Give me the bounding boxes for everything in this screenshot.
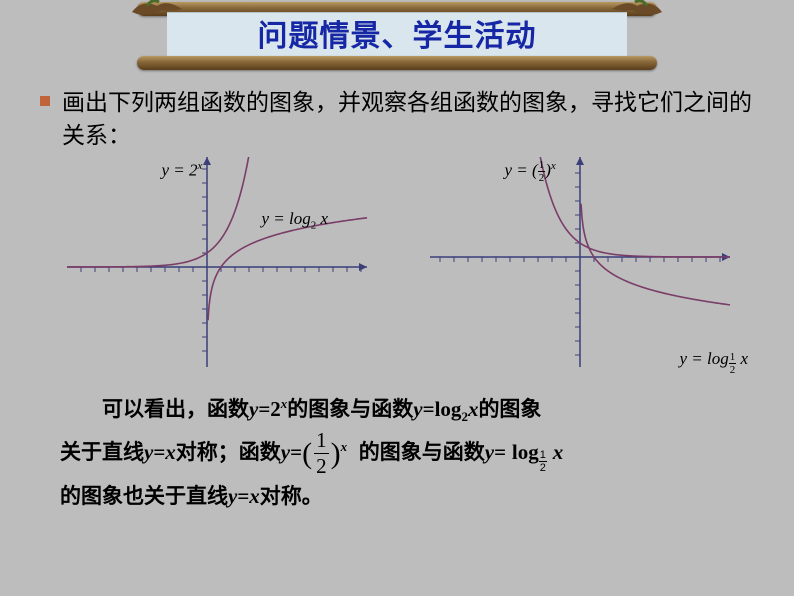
conclusion-text: 可以看出，函数y=2x的图象与函数y=log2x的图象 关于直线y=x对称；函数… (40, 392, 766, 515)
graph-left: y = 2x y = log2 x (67, 157, 377, 392)
c2b: 对称；函数 (176, 441, 281, 464)
banner-title: 问题情景、学生活动 (167, 12, 627, 60)
label-exp-2: y = 2x (162, 160, 203, 181)
intro-text: 画出下列两组函数的图象，并观察各组函数的图象，寻找它们之间的关系： (62, 86, 766, 153)
intro-row: 画出下列两组函数的图象，并观察各组函数的图象，寻找它们之间的关系： (40, 86, 766, 153)
label-exp-half: y = (12)x (505, 160, 556, 185)
c3a: 的图象也关于直线 (60, 485, 228, 508)
c1c: 的图象 (478, 398, 541, 421)
c3b: 对称。 (260, 485, 323, 508)
graphs-container: y = 2x y = log2 x y = (12)x y = log12 x (40, 157, 766, 392)
label-log-2: y = log2 x (262, 209, 329, 231)
scroll-rod-bottom (137, 56, 657, 70)
c1a: 可以看出，函数 (102, 398, 249, 421)
bullet-icon (40, 96, 50, 106)
label-log-half: y = log12 x (680, 349, 749, 376)
graph-right: y = (12)x y = log12 x (430, 157, 740, 392)
title-banner: 问题情景、学生活动 (97, 0, 697, 70)
c2a: 关于直线 (60, 441, 144, 464)
c2c: 的图象与函数 (359, 441, 485, 464)
content-area: 画出下列两组函数的图象，并观察各组函数的图象，寻找它们之间的关系： y = 2x… (0, 70, 794, 515)
c1b: 的图象与函数 (287, 398, 413, 421)
